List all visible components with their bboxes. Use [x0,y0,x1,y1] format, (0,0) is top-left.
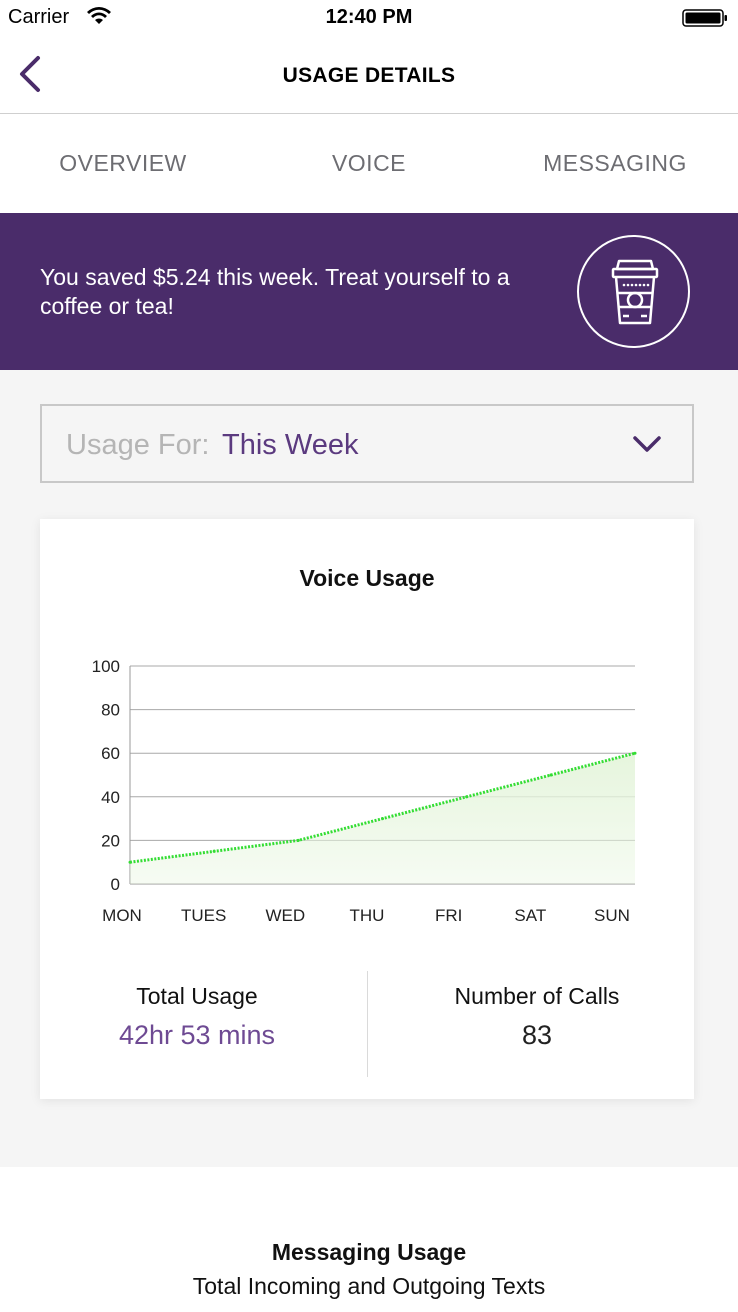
status-time: 12:40 PM [325,6,413,28]
chevron-down-icon [633,436,661,452]
savings-banner: You saved $5.24 this week. Treat yoursel… [0,213,738,370]
nav-bar: USAGE DETAILS [0,36,738,114]
messaging-usage-title: Messaging Usage [271,1239,467,1265]
battery-icon [682,9,727,27]
y-tick-label: 100 [92,657,120,676]
data-point [381,817,384,821]
usage-period-label: Usage For: [66,429,210,461]
coffee-cup-icon [611,259,659,325]
savings-message: You saved $5.24 this week. Treat yoursel… [40,264,510,319]
messaging-usage-subtitle: Total Incoming and Outgoing Texts [192,1273,546,1299]
status-bar: Carrier 12:40 PM [0,0,738,36]
y-tick-label: 40 [101,788,120,807]
total-usage-value: 42hr 53 mins [118,1020,276,1050]
data-point [296,838,300,842]
tab-voice[interactable]: VOICE [331,150,407,176]
x-tick-label: WED [265,906,305,925]
voice-usage-chart: 0 20 40 60 80 100 MON TUES WED THU FRI SAT SUN [92,657,637,925]
x-tick-label: THU [350,906,385,925]
total-usage-stat: Total Usage 42hr 53 mins [47,983,347,1051]
y-tick-label: 60 [101,744,120,763]
data-point [633,751,637,755]
y-tick-label: 0 [111,875,120,894]
chevron-left-icon [20,56,40,92]
x-tick-label: MON [102,906,142,925]
total-usage-label: Total Usage [136,983,258,1009]
usage-period-value: This Week [222,429,359,461]
x-tick-label: SUN [594,906,630,925]
voice-usage-card: Voice Usage 0 20 40 60 80 100 MON TUES WED THU FRI… [40,519,694,1099]
number-of-calls-value: 83 [521,1020,553,1050]
wifi-icon [87,7,111,24]
number-of-calls-stat: Number of Calls 83 [387,983,687,1051]
data-point [212,849,216,853]
y-tick-label: 20 [101,831,120,850]
tab-bar: OVERVIEW VOICE MESSAGING [0,114,738,213]
x-tick-label: TUES [181,906,226,925]
data-point [549,773,553,777]
back-button[interactable] [12,52,52,96]
carrier-label: Carrier [8,6,70,28]
usage-period-select[interactable]: Usage For: This Week [40,404,694,483]
messaging-usage-section: Messaging Usage Total Incoming and Outgo… [0,1167,738,1312]
tab-messaging[interactable]: MESSAGING [543,150,687,176]
chart-title: Voice Usage [299,565,435,591]
page-title: USAGE DETAILS [282,64,456,87]
coffee-icon-circle [577,235,690,348]
x-tick-label: FRI [435,906,462,925]
y-tick-label: 80 [101,701,120,720]
stat-divider [367,971,368,1077]
tab-overview[interactable]: OVERVIEW [59,150,187,176]
data-point [465,795,469,799]
x-tick-label: SAT [514,906,546,925]
data-point [128,860,132,864]
number-of-calls-label: Number of Calls [454,983,620,1009]
